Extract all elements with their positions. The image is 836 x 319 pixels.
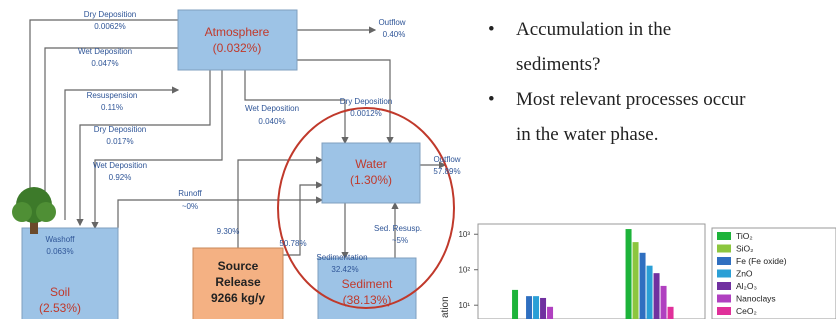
edge-label: Wet Deposition — [93, 161, 147, 170]
legend-swatch — [717, 232, 731, 240]
diagram: Atmosphere (0.032%) Water (1.30%) Soil (… — [12, 10, 461, 319]
bar — [647, 266, 653, 319]
edge-value: 0.017% — [106, 137, 133, 146]
bar — [526, 296, 532, 319]
bar — [533, 296, 539, 319]
edge-value: 0.0062% — [94, 22, 126, 31]
edge-label: Outflow — [378, 18, 405, 27]
edge-value: ~0% — [182, 202, 198, 211]
node-value: (1.30%) — [350, 173, 392, 187]
bar — [633, 242, 639, 319]
legend-label: TiO₂ — [736, 231, 753, 241]
y-tick-label: 10¹ — [458, 301, 470, 310]
edge-label: Outflow — [433, 155, 460, 164]
y-tick-label: 10³ — [458, 230, 470, 239]
edge-label: Dry Deposition — [84, 10, 136, 19]
legend-label: ZnO — [736, 269, 753, 279]
node-box — [178, 10, 297, 70]
edge-value: 0.063% — [46, 247, 73, 256]
edge-value: 9.30% — [217, 227, 240, 236]
bullet-list: • Accumulation in the sediments? Most re… — [488, 19, 746, 145]
legend-label: CeO₂ — [736, 306, 757, 316]
edge-value: 57.89% — [433, 167, 460, 176]
edge-value: 0.040% — [258, 117, 285, 126]
node-label: Source — [218, 259, 259, 273]
bar — [540, 298, 546, 319]
bar — [626, 229, 632, 319]
bar — [668, 307, 674, 319]
edge-value: 32.42% — [331, 265, 358, 274]
bar — [640, 253, 646, 319]
edge-label: Runoff — [178, 189, 202, 198]
edge-label: Wet Deposition — [245, 104, 299, 113]
edge-label: Resuspension — [87, 91, 138, 100]
bullet: • — [488, 19, 495, 40]
legend-swatch — [717, 295, 731, 303]
bullet: • — [488, 89, 495, 110]
legend-swatch — [717, 282, 731, 290]
arrow — [118, 200, 322, 228]
legend-swatch — [717, 307, 731, 315]
node-label: Atmosphere — [205, 25, 270, 39]
legend-swatch — [717, 257, 731, 265]
legend-label: Fe (Fe oxide) — [736, 256, 787, 266]
node-value: (2.53%) — [39, 301, 81, 315]
bar — [654, 273, 660, 319]
legend-swatch — [717, 270, 731, 278]
edge-label: Dry Deposition — [340, 97, 392, 106]
edge-value: 0.047% — [91, 59, 118, 68]
arrow — [238, 160, 322, 248]
y-axis-label: ation — [440, 296, 451, 318]
bullet-text: Most relevant processes occur — [516, 89, 746, 110]
legend-swatch — [717, 245, 731, 253]
edge-value: 50.78% — [279, 239, 306, 248]
legend-label: SiO₂ — [736, 244, 753, 254]
edge-value: 0.11% — [101, 103, 123, 112]
y-tick-label: 10² — [458, 266, 470, 275]
bar — [661, 286, 667, 319]
inset-chart: 10¹ 10² 10³ ation TiO₂ SiO₂ Fe (Fe oxide) ZnO Al… — [440, 224, 836, 319]
bar — [547, 307, 553, 319]
node-label: Water — [355, 157, 387, 171]
edge-label: Sedimentation — [316, 253, 367, 262]
legend-label: Al₂O₃ — [736, 281, 757, 291]
node-value: (38.13%) — [343, 293, 392, 307]
edge-value: 0.0012% — [350, 109, 382, 118]
edge-label: Wet Deposition — [78, 47, 132, 56]
node-label: Soil — [50, 285, 70, 299]
tree-icon — [12, 187, 56, 234]
slide: Atmosphere (0.032%) Water (1.30%) Soil (… — [0, 0, 836, 319]
node-value: 9266 kg/y — [211, 291, 265, 305]
legend-label: Nanoclays — [736, 294, 776, 304]
edge-value: ~5% — [392, 236, 408, 245]
edge-label: Washoff — [46, 235, 76, 244]
bullet-text: Accumulation in the — [516, 19, 671, 40]
node-label: Sediment — [342, 277, 393, 291]
edge-value: 0.92% — [109, 173, 132, 182]
bar — [512, 290, 518, 319]
edge-value: 0.40% — [383, 30, 406, 39]
bullet-text: sediments? — [516, 54, 600, 75]
node-label: Release — [215, 275, 261, 289]
edge-label: Sed. Resusp. — [374, 224, 422, 233]
edge-label: Dry Deposition — [94, 125, 146, 134]
node-value: (0.032%) — [213, 41, 262, 55]
bullet-text: in the water phase. — [516, 124, 658, 145]
